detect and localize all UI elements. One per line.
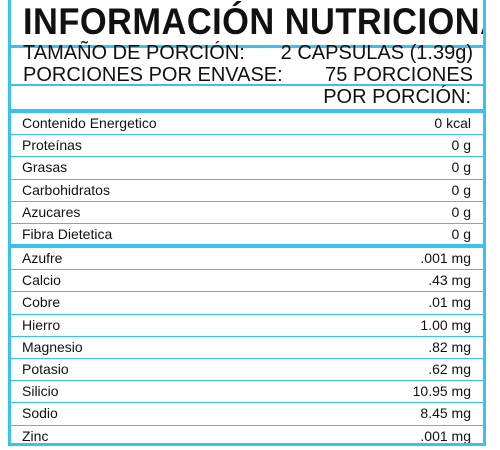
nutrient-name: Calcio: [22, 272, 61, 289]
nutrient-name: Carbohidratos: [22, 181, 110, 198]
nutrient-name: Grasas: [22, 159, 68, 176]
nutrient-amount: 0 g: [451, 159, 471, 176]
per-serving-heading: POR PORCIÓN:: [323, 86, 471, 108]
nutrition-facts-panel: INFORMACIÓN NUTRICIONAL TAMAÑO DE PORCIÓ…: [8, 0, 486, 446]
nutrient-row: Potasio .62 mg: [11, 359, 483, 382]
servings-per-container-row: PORCIONES POR ENVASE: 75 PORCIONES: [23, 64, 473, 86]
macro-nutrient-list: Contenido Energetico 0 kcal Proteínas 0 g Gr…: [11, 113, 483, 246]
thick-divider-minerals: [11, 244, 483, 248]
thick-divider-top: [11, 109, 483, 113]
nutrient-name: Cobre: [22, 294, 61, 311]
nutrient-row: Calcio .43 mg: [11, 270, 483, 293]
serving-size-label: TAMAÑO DE PORCIÓN:: [23, 42, 245, 64]
nutrient-name: Proteínas: [22, 137, 82, 154]
nutrient-row: Zinc .001 mg: [11, 426, 483, 444]
nutrient-name: Sodio: [22, 405, 58, 422]
nutrient-name: Magnesio: [22, 338, 83, 355]
serving-size-value: 2 CAPSULAS (1.39g): [280, 42, 473, 64]
serving-size-row: TAMAÑO DE PORCIÓN: 2 CAPSULAS (1.39g): [23, 42, 473, 64]
nutrient-row: Proteínas 0 g: [11, 135, 483, 158]
nutrient-name: Contenido Energetico: [22, 115, 157, 131]
nutrient-amount: .43 mg: [428, 272, 471, 289]
nutrient-name: Zinc: [22, 427, 49, 444]
nutrient-amount: .01 mg: [428, 294, 471, 311]
nutrient-name: Azufre: [22, 250, 63, 266]
nutrient-name: Azucares: [22, 203, 81, 220]
panel-title: INFORMACIÓN NUTRICIONAL: [23, 1, 486, 42]
nutrient-amount: 0 g: [451, 137, 471, 154]
nutrient-row: Sodio 8.45 mg: [11, 403, 483, 426]
nutrient-row: Azucares 0 g: [11, 202, 483, 224]
nutrient-row: Hierro 1.00 mg: [11, 315, 483, 337]
nutrient-amount: .82 mg: [428, 338, 471, 355]
nutrient-name: Potasio: [22, 360, 69, 377]
servings-per-container-value: 75 PORCIONES: [325, 64, 473, 86]
nutrient-row: Magnesio .82 mg: [11, 337, 483, 359]
nutrient-amount: .001 mg: [420, 250, 471, 266]
mineral-list: Azufre .001 mg Calcio .43 mg Cobre .01 mg Hier…: [11, 248, 483, 444]
nutrient-row: Silicio 10.95 mg: [11, 381, 483, 404]
nutrient-amount: 0 g: [451, 203, 471, 220]
nutrient-amount: .001 mg: [420, 427, 471, 444]
nutrient-row: Cobre .01 mg: [11, 292, 483, 315]
nutrient-amount: 10.95 mg: [412, 383, 471, 400]
serving-divider: [11, 84, 483, 86]
nutrient-amount: 8.45 mg: [420, 405, 471, 422]
nutrient-row: Azufre .001 mg: [11, 248, 483, 271]
nutrient-name: Hierro: [22, 316, 61, 333]
nutrient-amount: 1.00 mg: [420, 316, 471, 333]
nutrient-amount: .62 mg: [428, 360, 471, 377]
nutrient-name: Fibra Dietetica: [22, 225, 113, 242]
nutrient-row: Grasas 0 g: [11, 157, 483, 180]
nutrient-amount: 0 kcal: [434, 115, 471, 131]
nutrient-amount: 0 g: [451, 225, 471, 242]
nutrient-row: Carbohidratos 0 g: [11, 180, 483, 202]
title-divider: [11, 45, 483, 48]
servings-per-container-label: PORCIONES POR ENVASE:: [23, 64, 283, 86]
nutrient-amount: 0 g: [451, 181, 471, 198]
nutrient-row: Contenido Energetico 0 kcal: [11, 113, 483, 136]
nutrient-row: Fibra Dietetica 0 g: [11, 224, 483, 246]
nutrient-name: Silicio: [22, 383, 59, 400]
